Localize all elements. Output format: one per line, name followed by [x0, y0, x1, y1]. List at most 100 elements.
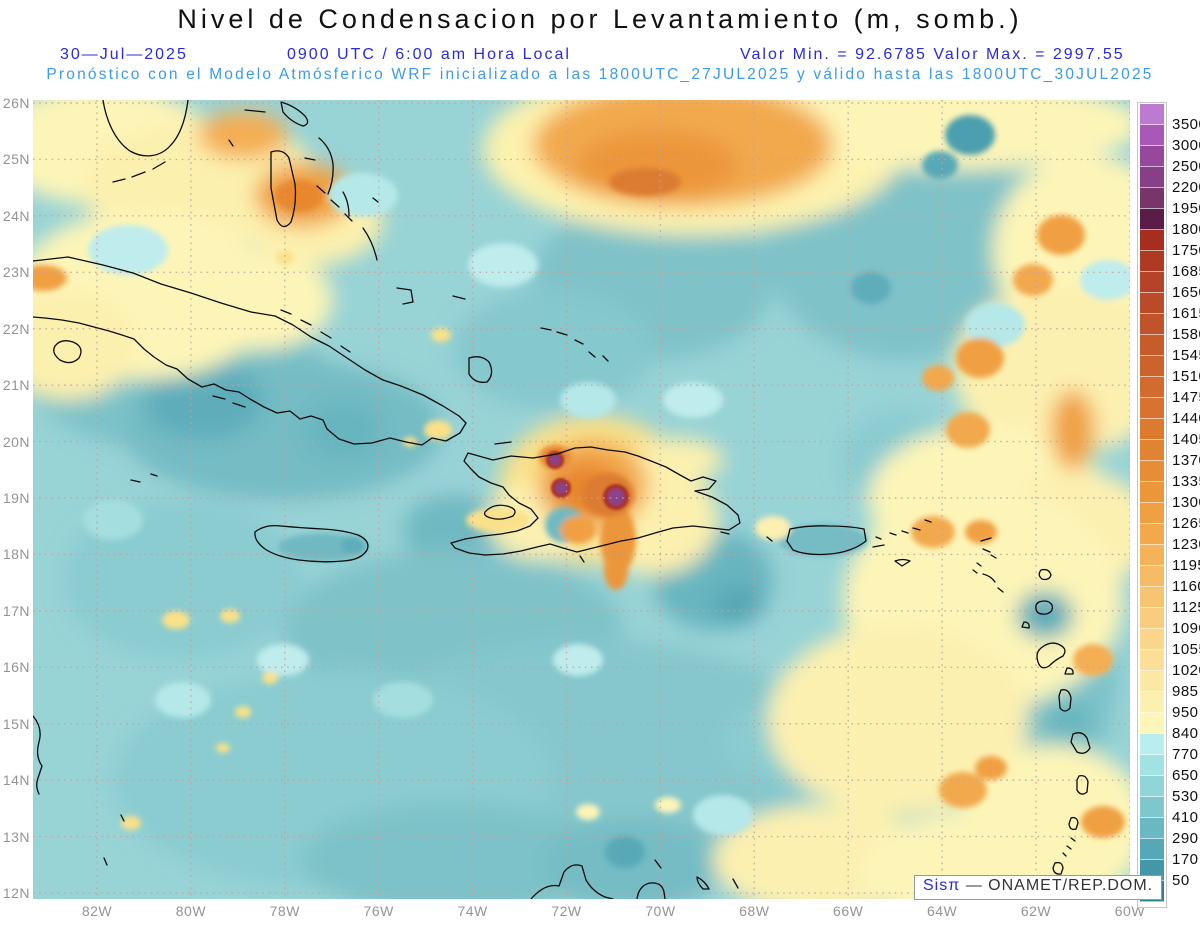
lon-label-74W: 74W — [457, 903, 488, 919]
colorbar-label-1090: 1090 — [1172, 620, 1200, 637]
coast-bahamas — [244, 101, 609, 383]
colorbar-segment — [1140, 650, 1164, 671]
colorbar-label-1300: 1300 — [1172, 494, 1200, 511]
attribution-system: Sisπ — [923, 877, 961, 894]
map-area — [0, 65, 1183, 927]
coast-cuba — [32, 256, 467, 446]
colorbar-label-410: 410 — [1172, 809, 1199, 826]
lat-label-19N: 19N — [2, 490, 30, 506]
colorbar-label-3000: 3000 — [1172, 137, 1200, 154]
field-detail-spots — [19, 115, 1136, 868]
colorbar-segment — [1140, 314, 1164, 335]
colorbar-label-1230: 1230 — [1172, 536, 1200, 553]
valid-time: 0900 UTC / 6:00 am Hora Local — [287, 46, 571, 63]
lat-label-17N: 17N — [2, 602, 30, 619]
colorbar-segment — [1140, 356, 1164, 377]
lat-label-24N: 24N — [2, 207, 30, 224]
lat-label-25N: 25N — [2, 151, 30, 168]
forecast-note: Pronóstico con el Modelo Atmósferico WRF… — [46, 66, 1154, 83]
colorbar-label-1950: 1950 — [1172, 200, 1200, 217]
lat-label-21N: 21N — [2, 377, 30, 394]
colorbar-label-650: 650 — [1172, 767, 1199, 784]
coast-hispaniola — [450, 446, 741, 556]
colorbar-segment — [1140, 629, 1164, 650]
lat-label-23N: 23N — [2, 264, 30, 281]
colorbar-segment — [1140, 818, 1164, 839]
colorbar-segment — [1140, 755, 1164, 776]
colorbar-label-1685: 1685 — [1172, 263, 1200, 280]
colorbar-segment — [1140, 251, 1164, 272]
lon-label-68W: 68W — [739, 903, 770, 919]
coast-central-america — [32, 715, 125, 866]
colorbar-label-1405: 1405 — [1172, 431, 1200, 448]
lat-label-20N: 20N — [2, 433, 30, 450]
colorbar-segment — [1140, 776, 1164, 797]
colorbar-segment — [1140, 146, 1164, 167]
colorbar-label-840: 840 — [1172, 725, 1199, 742]
colorbar-label-1510: 1510 — [1172, 368, 1200, 385]
coast-gonave-tortuga — [483, 441, 773, 563]
colorbar-segment — [1140, 608, 1164, 629]
colorbar-segment — [1140, 188, 1164, 209]
coast-florida — [102, 99, 189, 157]
colorbar-label-1265: 1265 — [1172, 515, 1200, 532]
colorbar-segment — [1140, 125, 1164, 146]
colorbar-segment — [1140, 167, 1164, 188]
lon-label-62W: 62W — [1020, 903, 1052, 919]
valid-date: 30—Jul—2025 — [60, 46, 188, 63]
lon-label-78W: 78W — [269, 903, 300, 919]
colorbar-label-2200: 2200 — [1172, 179, 1200, 196]
lon-label-72W: 72W — [551, 903, 582, 919]
lat-label-14N: 14N — [2, 772, 30, 789]
colorbar-segment — [1140, 713, 1164, 734]
colorbar-label-1615: 1615 — [1172, 305, 1200, 322]
colorbar-segment — [1140, 482, 1164, 503]
coast-lesser-antilles — [972, 537, 1091, 875]
colorbar-label-1160: 1160 — [1172, 578, 1200, 595]
attribution-separator: — — [960, 877, 989, 894]
lat-label-13N: 13N — [2, 828, 30, 845]
lon-label-70W: 70W — [645, 903, 676, 919]
colorbar-label-1195: 1195 — [1172, 557, 1200, 574]
lon-label-80W: 80W — [175, 903, 207, 919]
colorbar-segment — [1140, 692, 1164, 713]
colorbar-label-1370: 1370 — [1172, 452, 1200, 469]
colorbar-segment — [1140, 272, 1164, 293]
colorbar-segment — [1140, 587, 1164, 608]
colorbar-label-1650: 1650 — [1172, 284, 1200, 301]
lat-label-18N: 18N — [2, 546, 30, 563]
lat-label-16N: 16N — [2, 659, 30, 676]
attribution-organization: ONAMET/REP.DOM. — [988, 877, 1154, 894]
colorbar-segment — [1140, 104, 1164, 125]
coastlines — [32, 99, 1091, 900]
colorbar-label-1475: 1475 — [1172, 389, 1200, 406]
lon-label-82W: 82W — [81, 903, 113, 919]
coast-jamaica — [254, 524, 369, 563]
colorbar-segment — [1140, 293, 1164, 314]
lcl-field-map — [0, 65, 1183, 927]
colorbar-segment — [1140, 671, 1164, 692]
colorbar-label-290: 290 — [1172, 830, 1199, 847]
page-title: Nivel de Condensacion por Levantamiento … — [177, 4, 1023, 34]
colorbar-label-950: 950 — [1172, 704, 1199, 721]
colorbar-label-1580: 1580 — [1172, 326, 1200, 343]
field-large-masses — [0, 65, 1183, 927]
colorbar-segment — [1140, 461, 1164, 482]
coast-puerto-rico — [786, 519, 932, 567]
lon-label-64W: 64W — [926, 903, 958, 919]
coast-isla-juventud — [53, 340, 82, 364]
coast-cuba-cays — [130, 309, 351, 483]
colorbar-segment — [1140, 734, 1164, 755]
colorbar-segment — [1140, 440, 1164, 461]
lat-label-22N: 22N — [2, 320, 30, 337]
colorbar-label-50: 50 — [1172, 872, 1190, 889]
colorbar-label-985: 985 — [1172, 683, 1199, 700]
colorbar-label-1335: 1335 — [1172, 473, 1200, 490]
colorbar-segment — [1140, 335, 1164, 356]
colorbar-label-1440: 1440 — [1172, 410, 1200, 427]
attribution-box: Sisπ — ONAMET/REP.DOM. — [914, 875, 1163, 900]
colorbar-label-170: 170 — [1172, 851, 1199, 868]
colorbar-segment — [1140, 230, 1164, 251]
colorbar-label-1125: 1125 — [1172, 599, 1200, 616]
